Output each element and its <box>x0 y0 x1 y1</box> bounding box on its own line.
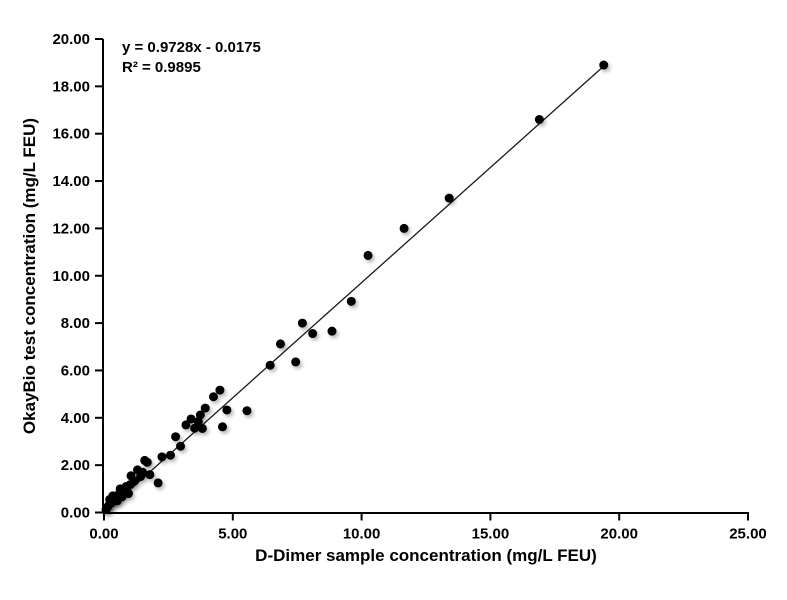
data-point <box>171 432 181 442</box>
x-axis-tick-label: 0.00 <box>89 526 118 543</box>
y-axis-tick-label: 10.00 <box>52 268 90 285</box>
data-point <box>129 476 139 486</box>
data-point <box>197 423 207 433</box>
y-axis-tick-label: 12.00 <box>52 220 90 237</box>
x-axis-tick-label: 10.00 <box>343 526 381 543</box>
x-axis-tick-label: 25.00 <box>729 526 767 543</box>
axis-lines <box>102 39 749 514</box>
y-axis-tick-label: 16.00 <box>52 126 90 143</box>
data-point <box>186 414 196 424</box>
x-axis-tick-label: 20.00 <box>600 526 638 543</box>
data-point <box>142 457 152 467</box>
data-point <box>242 406 252 416</box>
data-point <box>217 422 227 432</box>
y-axis-tick-label: 4.00 <box>61 410 90 427</box>
trendline-equation: y = 0.9728x - 0.0175 <box>122 39 261 56</box>
data-point <box>165 450 175 460</box>
data-point <box>363 250 373 260</box>
data-point <box>181 420 191 430</box>
y-axis-tick-label: 14.00 <box>52 173 90 190</box>
r-squared-value: R² = 0.9895 <box>122 59 201 76</box>
y-axis-title: OkayBio test concentration (mg/L FEU) <box>20 117 39 435</box>
x-axis-tick-label: 5.00 <box>218 526 247 543</box>
data-point <box>327 326 337 336</box>
data-point <box>145 470 155 480</box>
data-point <box>208 392 218 402</box>
data-point <box>599 60 609 70</box>
data-point <box>346 296 356 306</box>
x-axis-tick-label: 15.00 <box>472 526 510 543</box>
data-point <box>308 329 318 339</box>
trendline <box>108 65 605 509</box>
y-axis-tick-label: 18.00 <box>52 78 90 95</box>
data-point <box>534 114 544 124</box>
data-point <box>297 318 307 328</box>
data-point <box>265 360 275 370</box>
data-point <box>222 405 232 415</box>
data-point <box>215 385 225 395</box>
data-point <box>176 441 186 451</box>
data-point <box>157 452 167 462</box>
data-point <box>291 357 301 367</box>
y-axis-tick-label: 2.00 <box>61 457 90 474</box>
data-point <box>123 489 133 499</box>
data-point <box>200 403 210 413</box>
y-axis-tick-label: 6.00 <box>61 362 90 379</box>
data-point <box>195 410 205 420</box>
data-point <box>138 467 148 477</box>
data-point <box>190 423 200 433</box>
trendline-annotation: y = 0.9728x - 0.0175 R² = 0.9895 <box>122 38 261 78</box>
data-point <box>444 193 454 203</box>
y-axis-tick-label: 0.00 <box>61 505 90 522</box>
data-point <box>399 223 409 233</box>
y-axis-tick-label: 20.00 <box>52 31 90 48</box>
data-point <box>153 478 163 488</box>
y-axis-tick-label: 8.00 <box>61 315 90 332</box>
data-point <box>275 339 285 349</box>
x-axis-title: D-Dimer sample concentration (mg/L FEU) <box>255 546 597 565</box>
